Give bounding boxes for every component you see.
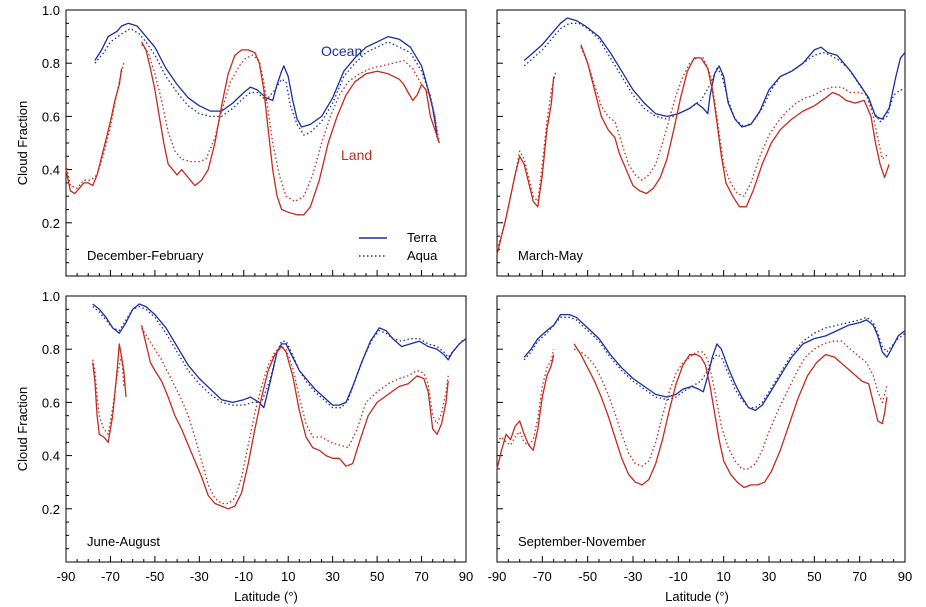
series-line-segment (65, 68, 123, 195)
x-tick-label: -50 (145, 569, 164, 584)
y-tick-label: 0.6 (42, 395, 60, 410)
x-tick-label: -10 (234, 569, 253, 584)
series-line-segment (92, 353, 125, 435)
plot-frame (65, 9, 467, 277)
panel-3: 0.2 0.4 0.6 0.8 1.0 -90 -70 -50 -30 -10 10 30 50 70 90… (42, 289, 473, 584)
x-tick-label: 30 (762, 569, 776, 584)
x-tick-label: 90 (459, 569, 473, 584)
season-label: September-November (518, 534, 647, 549)
series-line-segment (92, 343, 127, 443)
x-tick-label: -10 (669, 569, 688, 584)
series-line-segment (580, 46, 890, 197)
land-aqua-series (65, 44, 440, 203)
series-line-segment (580, 44, 890, 208)
land-terra-series (496, 343, 888, 489)
x-tick-label: 10 (716, 569, 730, 584)
plot-frame (65, 295, 467, 563)
ocean-terra-series (94, 22, 438, 136)
panels: 0.2 0.4 0.6 0.8 1.0 December-February Ocean Lan… (42, 3, 912, 584)
x-tick-label: -30 (624, 569, 643, 584)
series-line-segment (523, 17, 906, 128)
series-line-segment (92, 305, 467, 409)
series-line-segment (94, 22, 438, 136)
y-tick-label: 1.0 (42, 3, 60, 18)
panel-1: 0.2 0.4 0.6 0.8 1.0 December-February Ocean Lan… (42, 3, 467, 277)
plot-frame (496, 295, 906, 563)
series-line-segment (141, 44, 440, 203)
x-tick-label: 70 (414, 569, 428, 584)
series-line-segment (92, 303, 467, 409)
x-tick-label: -70 (533, 569, 552, 584)
land-terra-series (65, 41, 440, 216)
land-terra-series (496, 44, 890, 255)
x-tick-label: 90 (898, 569, 912, 584)
series-line-segment (573, 340, 888, 470)
ocean-aqua-series (523, 316, 906, 409)
series-line-segment (141, 41, 440, 216)
x-tick-label: -30 (190, 569, 209, 584)
y-axis-label-bottom: Cloud Fraction (15, 387, 30, 472)
y-axis-label-top: Cloud Fraction (15, 101, 30, 186)
y-tick-label: 0.8 (42, 342, 60, 357)
x-axis-label-right: Latitude (°) (665, 589, 729, 604)
season-label: June-August (87, 534, 160, 549)
land-aqua-series (496, 340, 888, 470)
series-line-segment (496, 349, 555, 446)
y-tick-label: 0.4 (42, 449, 60, 464)
x-tick-label: 50 (807, 569, 821, 584)
legend: Terra Aqua (359, 230, 438, 263)
x-axis-label-left: Latitude (°) (234, 589, 298, 604)
x-tick-label: 70 (852, 569, 866, 584)
ocean-terra-series (92, 303, 467, 409)
ocean-annotation: Ocean (321, 43, 362, 59)
ocean-aqua-series (92, 305, 467, 409)
x-tick-label: 50 (370, 569, 384, 584)
season-label: March-May (518, 248, 584, 263)
land-annotation: Land (341, 147, 372, 163)
x-tick-label: -70 (101, 569, 120, 584)
y-tick-label: 0.2 (42, 216, 60, 231)
x-tick-label: 30 (325, 569, 339, 584)
y-tick-label: 1.0 (42, 289, 60, 304)
series-line-segment (496, 71, 557, 250)
land-aqua-series (496, 46, 890, 250)
series-line-segment (140, 325, 449, 510)
x-tick-label: -90 (488, 569, 507, 584)
series-line-segment (94, 27, 438, 141)
plot-frame (496, 9, 906, 277)
series-line-segment (523, 316, 906, 409)
land-terra-series (92, 325, 449, 510)
y-tick-label: 0.4 (42, 163, 60, 178)
x-tick-label: -90 (57, 569, 76, 584)
series-line-segment (573, 343, 888, 489)
legend-terra-label: Terra (407, 230, 437, 245)
ocean-terra-series (523, 313, 906, 412)
x-tick-label: 10 (281, 569, 295, 584)
series-line-segment (523, 313, 906, 412)
series-line-segment (496, 354, 555, 470)
season-label: December-February (87, 248, 204, 263)
ocean-terra-series (523, 17, 906, 128)
y-tick-label: 0.6 (42, 109, 60, 124)
panel-2: March-May (496, 9, 906, 277)
series-line-segment (65, 63, 125, 189)
y-tick-label: 0.2 (42, 502, 60, 517)
x-tick-label: -50 (578, 569, 597, 584)
ocean-aqua-series (94, 27, 438, 141)
land-aqua-series (92, 327, 449, 505)
legend-aqua-label: Aqua (407, 248, 438, 263)
y-tick-label: 0.8 (42, 56, 60, 71)
series-line-segment (141, 327, 449, 505)
panel-4: -90 -70 -50 -30 -10 10 30 50 70 90 September-Novem… (488, 295, 912, 584)
